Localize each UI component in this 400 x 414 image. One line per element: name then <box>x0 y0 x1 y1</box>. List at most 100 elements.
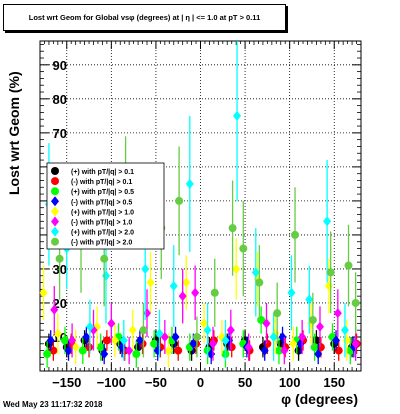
data-point <box>78 346 87 355</box>
legend-label: (+) with pT/|q| > 2.0 <box>71 230 134 237</box>
data-point <box>287 287 296 298</box>
data-point <box>251 267 260 278</box>
data-point <box>150 339 159 348</box>
data-point <box>324 280 333 291</box>
data-point <box>174 346 183 355</box>
x-tick-label: 100 <box>279 375 301 390</box>
data-point <box>82 331 91 342</box>
data-point <box>200 318 209 329</box>
y-tick-label: 70 <box>53 126 67 141</box>
data-point <box>227 343 236 352</box>
legend-marker <box>51 206 59 217</box>
data-point <box>128 325 137 336</box>
data-point <box>55 254 64 263</box>
data-point <box>139 326 148 335</box>
data-point <box>232 263 241 274</box>
data-point <box>53 328 62 339</box>
legend-marker <box>51 237 59 246</box>
legend-label: (+) with pT/|q| > 1.0 <box>71 209 134 216</box>
data-point <box>96 343 105 352</box>
data-point <box>221 335 230 346</box>
x-tick-label: 0 <box>197 375 204 390</box>
data-point <box>119 335 128 346</box>
data-point <box>340 325 349 336</box>
data-point <box>100 254 109 263</box>
legend-marker <box>51 187 59 196</box>
legend-marker <box>51 226 59 237</box>
data-point <box>164 345 173 356</box>
data-point <box>226 325 235 336</box>
data-point <box>351 338 360 349</box>
data-point <box>260 345 269 356</box>
data-point <box>255 278 264 287</box>
data-point <box>314 348 323 359</box>
series-4 <box>39 238 351 368</box>
legend-label: (-) with pT/|q| > 2.0 <box>71 240 132 247</box>
legend: (+) with pT/|q| > 0.1 (-) with pT/|q| > 0… <box>46 162 165 250</box>
y-tick-label: 90 <box>53 58 67 73</box>
x-tick-label: −150 <box>52 375 81 390</box>
data-point <box>107 318 116 329</box>
y-tick-label: 80 <box>53 92 67 107</box>
data-point <box>132 349 141 358</box>
legend-box <box>46 162 165 250</box>
data-point <box>110 335 119 346</box>
data-point <box>175 196 184 205</box>
data-point <box>60 336 69 345</box>
data-point <box>143 308 151 319</box>
data-point <box>155 328 164 339</box>
data-point <box>233 110 242 121</box>
data-point <box>102 336 111 345</box>
legend-label: (-) with pT/|q| > 0.1 <box>71 179 132 186</box>
data-point <box>85 343 94 352</box>
data-point <box>178 291 187 302</box>
legend-marker <box>51 196 59 207</box>
data-point <box>315 321 324 332</box>
data-point <box>64 345 73 356</box>
x-tick-label: −100 <box>97 375 126 390</box>
legend-label: (-) with pT/|q| > 1.0 <box>71 220 132 227</box>
x-tick-label: 150 <box>323 375 345 390</box>
data-point <box>125 345 134 356</box>
data-point <box>146 277 155 288</box>
data-point <box>280 345 289 356</box>
x-tick-label: −50 <box>145 375 167 390</box>
data-point <box>49 346 58 355</box>
data-point <box>316 343 325 352</box>
data-point <box>274 346 283 355</box>
data-point <box>71 342 80 353</box>
data-point <box>189 338 198 349</box>
data-point <box>308 315 317 324</box>
data-point <box>244 342 253 353</box>
legend-marker <box>51 216 59 227</box>
data-point <box>141 263 150 274</box>
data-point <box>191 287 200 298</box>
legend-label: (+) with pT/|q| > 0.1 <box>71 169 134 176</box>
data-point <box>312 336 321 345</box>
data-point <box>182 277 191 288</box>
data-point <box>228 224 237 233</box>
x-axis-label: φ (degrees) <box>281 391 358 407</box>
chart-title: Lost wrt Geom for Global vsφ (degrees) a… <box>3 4 286 31</box>
series-6 <box>44 41 349 361</box>
data-point <box>50 304 59 315</box>
data-point <box>239 244 248 253</box>
data-point <box>291 230 300 239</box>
data-point <box>208 338 217 349</box>
timestamp: Wed May 23 11:17:32 2018 <box>3 400 103 409</box>
data-point <box>100 348 109 359</box>
data-point <box>85 321 94 332</box>
data-point <box>171 331 180 342</box>
data-point <box>210 288 219 297</box>
data-point <box>39 287 48 298</box>
data-point <box>43 349 52 358</box>
data-point <box>294 346 303 355</box>
data-point <box>269 331 278 342</box>
data-point <box>160 331 169 342</box>
data-point <box>305 294 314 305</box>
data-point <box>344 261 353 270</box>
data-point <box>332 335 341 346</box>
data-point <box>192 332 201 341</box>
data-point <box>323 216 332 227</box>
